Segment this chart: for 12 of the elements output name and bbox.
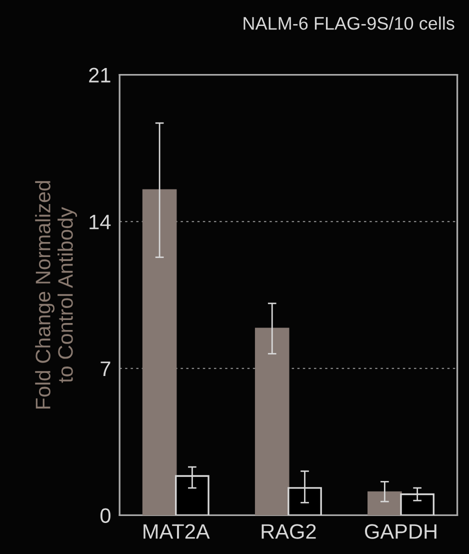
y-tick-label: 21 — [89, 68, 110, 82]
y-tick-label: 14 — [90, 214, 111, 230]
y-tick-label: 7 — [100, 362, 110, 376]
bar — [142, 189, 177, 516]
chart-title: NALM-6 FLAG-9S/10 cells — [244, 16, 454, 30]
x-tick-label: RAG2 — [262, 524, 316, 539]
x-tick-label: MAT2A — [144, 524, 210, 539]
y-axis-title: Fold Change Normalized to Control Antibody — [35, 181, 77, 409]
x-tick-label: GAPDH — [365, 524, 436, 539]
bar — [368, 491, 402, 516]
y-tick-label: 0 — [100, 508, 110, 523]
bar — [254, 328, 290, 516]
